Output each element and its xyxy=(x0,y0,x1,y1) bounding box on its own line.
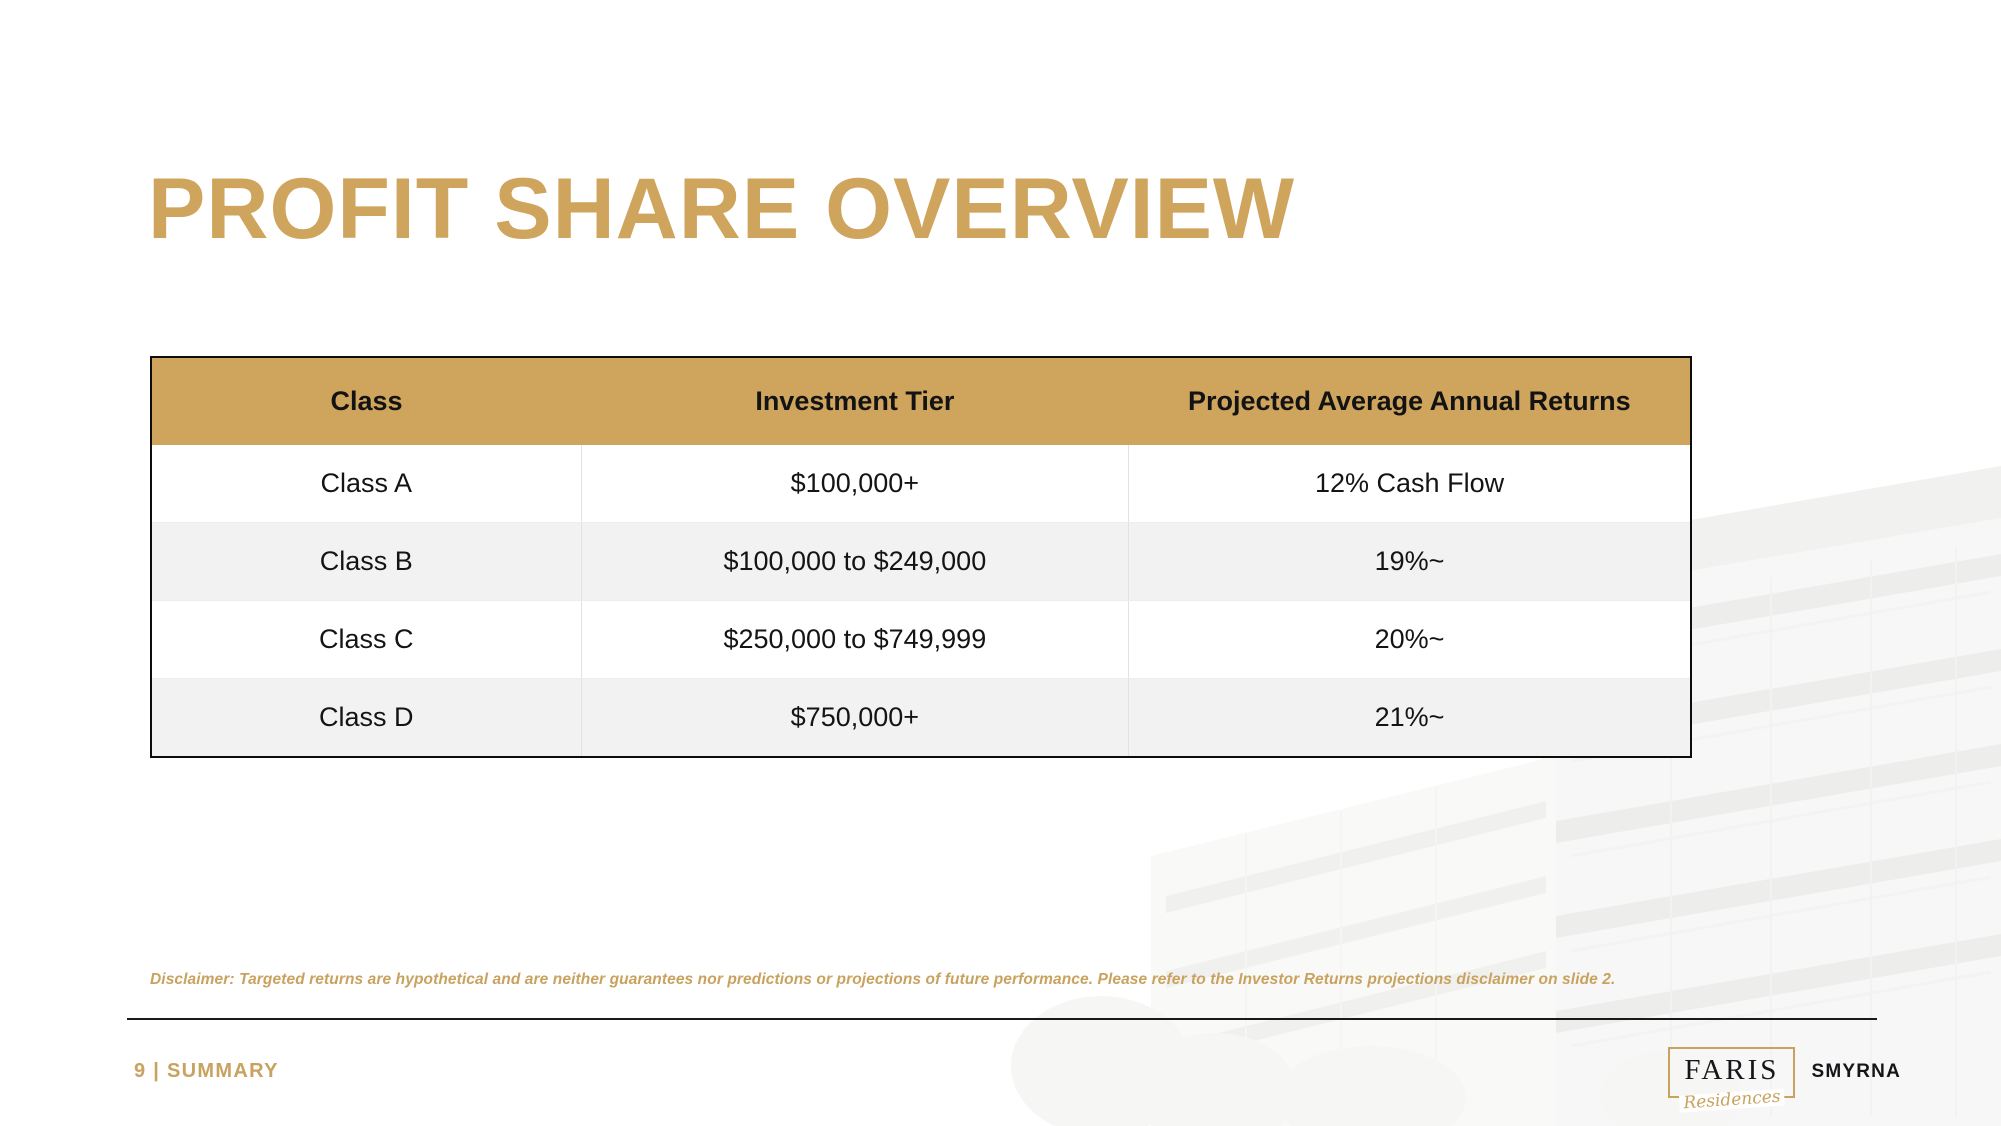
column-header-returns: Projected Average Annual Returns xyxy=(1128,358,1690,445)
page-title: PROFIT SHARE OVERVIEW xyxy=(148,160,1296,257)
cell-tier: $100,000+ xyxy=(581,444,1130,523)
cell-returns: 12% Cash Flow xyxy=(1128,444,1690,523)
cell-tier: $750,000+ xyxy=(581,678,1130,756)
cell-tier: $250,000 to $749,999 xyxy=(581,600,1130,679)
logo-city-text: SMYRNA xyxy=(1811,1060,1901,1082)
cell-class: Class B xyxy=(152,522,582,601)
cell-class: Class D xyxy=(152,678,582,756)
logo-brand-text: FARIS xyxy=(1684,1054,1780,1086)
table-row: Class B $100,000 to $249,000 19%~ xyxy=(152,522,1690,601)
logo-sub-text: Residences xyxy=(1678,1087,1785,1113)
disclaimer-text: Disclaimer: Targeted returns are hypothe… xyxy=(150,971,1616,988)
cell-returns: 21%~ xyxy=(1128,678,1690,756)
faris-residences-logo: FARIS Residences SMYRNA xyxy=(1668,1047,1901,1113)
table-row: Class C $250,000 to $749,999 20%~ xyxy=(152,600,1690,679)
cell-tier: $100,000 to $249,000 xyxy=(581,522,1130,601)
table-header-row: Class Investment Tier Projected Average … xyxy=(152,358,1690,445)
table-row: Class A $100,000+ 12% Cash Flow xyxy=(152,444,1690,523)
footer-divider xyxy=(127,1018,1877,1020)
cell-returns: 19%~ xyxy=(1128,522,1690,601)
table-row: Class D $750,000+ 21%~ xyxy=(152,678,1690,756)
cell-class: Class C xyxy=(152,600,582,679)
logo-mark-box: FARIS Residences xyxy=(1668,1047,1796,1113)
footer-page-label: 9 | SUMMARY xyxy=(134,1060,279,1082)
cell-class: Class A xyxy=(152,444,582,523)
profit-share-table: Class Investment Tier Projected Average … xyxy=(150,356,1692,758)
column-header-class: Class xyxy=(152,358,582,445)
cell-returns: 20%~ xyxy=(1128,600,1690,679)
column-header-tier: Investment Tier xyxy=(581,358,1129,445)
